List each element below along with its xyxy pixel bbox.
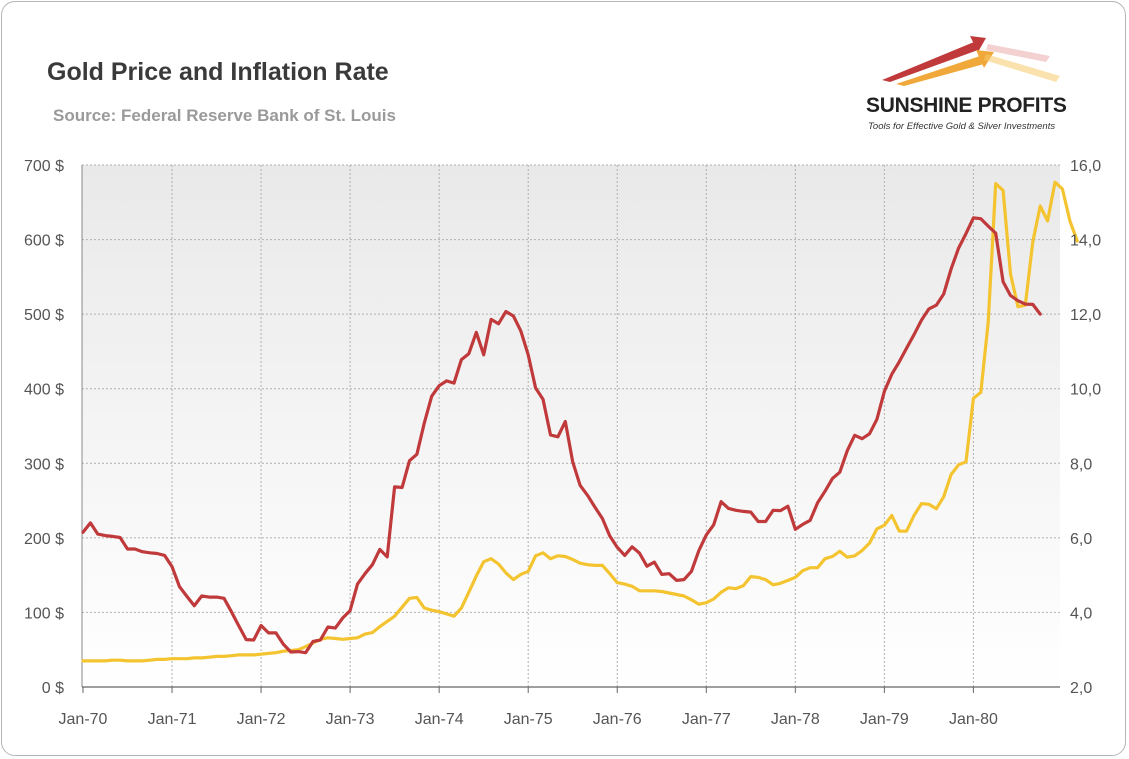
y-left-tick-label: 400 $ bbox=[24, 382, 64, 399]
y-right-tick-label: 14,0 bbox=[1070, 233, 1101, 250]
x-tick-label: Jan-80 bbox=[949, 711, 998, 728]
y-left-tick-label: 200 $ bbox=[24, 531, 64, 548]
chart-title: Gold Price and Inflation Rate bbox=[47, 58, 389, 86]
rising-arrows-icon bbox=[882, 36, 1060, 86]
y-right-tick-label: 6,0 bbox=[1070, 531, 1092, 548]
plot-area bbox=[82, 165, 1060, 687]
x-tick-label: Jan-72 bbox=[237, 711, 286, 728]
y-right-tick-label: 16,0 bbox=[1070, 158, 1101, 175]
gold-price-line bbox=[81, 180, 1079, 663]
y-left-tick-label: 0 $ bbox=[42, 680, 64, 697]
x-tick-label: Jan-71 bbox=[148, 711, 197, 728]
y-right-tick-label: 2,0 bbox=[1070, 680, 1092, 697]
gridlines bbox=[82, 164, 1060, 687]
x-tick-label: Jan-78 bbox=[771, 711, 820, 728]
y-left-tick-label: 300 $ bbox=[24, 456, 64, 473]
y-left-tick-label: 600 $ bbox=[24, 233, 64, 250]
y-left-tick-label: 100 $ bbox=[24, 605, 64, 622]
y-left-tick-label: 500 $ bbox=[24, 307, 64, 324]
x-tick-label: Jan-77 bbox=[682, 711, 731, 728]
x-tick-label: Jan-73 bbox=[326, 711, 375, 728]
sunshine-profits-logo: SUNSHINE PROFITS Tools for Effective Gol… bbox=[860, 30, 1085, 140]
axes bbox=[81, 165, 1060, 693]
logo-tagline: Tools for Effective Gold & Silver Invest… bbox=[868, 121, 1056, 132]
x-tick-label: Jan-79 bbox=[860, 711, 909, 728]
inflation-rate-line bbox=[81, 216, 1042, 655]
tick-labels: 0 $ 2,0 100 $ 4,0 200 $ 6,0 300 $ 8,0 400 $ 10,0 5… bbox=[24, 158, 1101, 728]
series-layer bbox=[81, 180, 1079, 663]
x-tick-label: Jan-75 bbox=[504, 711, 553, 728]
x-tick-label: Jan-74 bbox=[415, 711, 464, 728]
x-tick-label: Jan-76 bbox=[593, 711, 642, 728]
y-right-tick-label: 12,0 bbox=[1070, 307, 1101, 324]
y-right-tick-label: 4,0 bbox=[1070, 605, 1092, 622]
x-tick-label: Jan-70 bbox=[59, 711, 108, 728]
logo-name: SUNSHINE PROFITS bbox=[866, 94, 1067, 117]
y-right-tick-label: 8,0 bbox=[1070, 456, 1092, 473]
chart-subtitle: Source: Federal Reserve Bank of St. Loui… bbox=[53, 106, 396, 125]
y-right-tick-label: 10,0 bbox=[1070, 382, 1101, 399]
y-left-tick-label: 700 $ bbox=[24, 158, 64, 175]
